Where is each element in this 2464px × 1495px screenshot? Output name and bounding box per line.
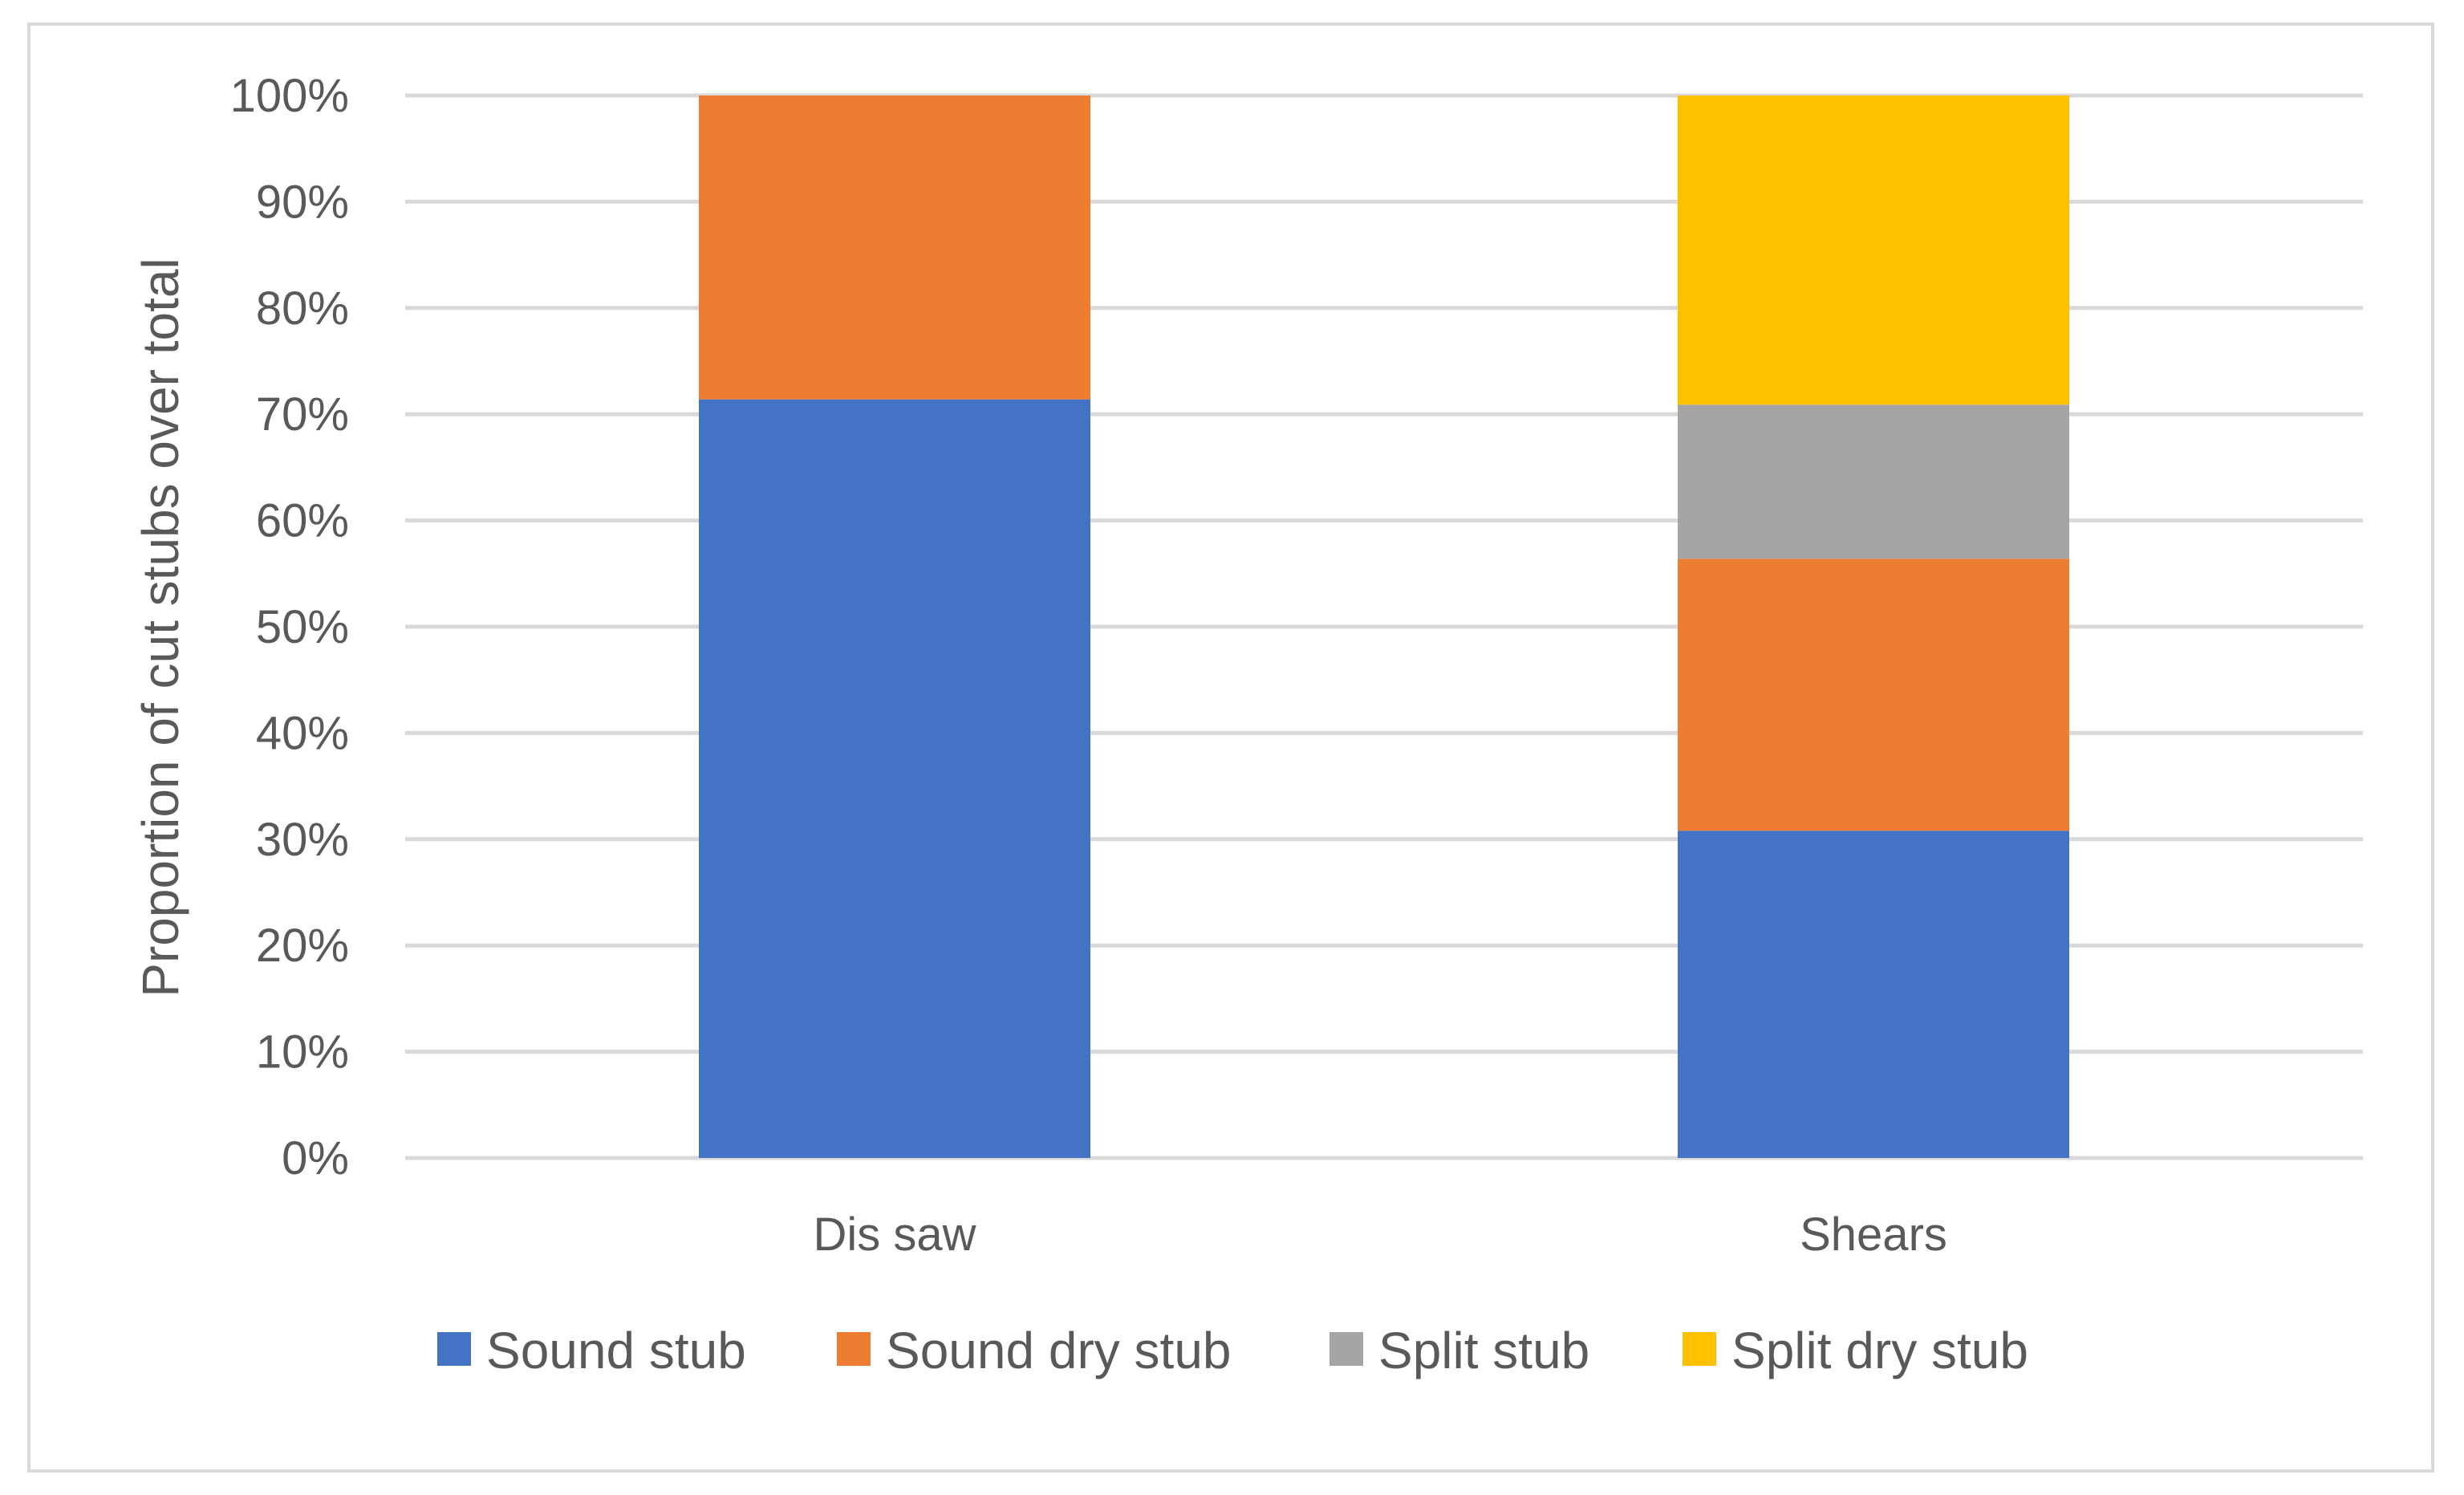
- y-tick-label: 60%: [256, 495, 349, 547]
- y-tick-label: 20%: [256, 920, 349, 972]
- chart-border: [27, 22, 2434, 1473]
- y-tick-label: 80%: [256, 282, 349, 335]
- legend-label-split-stub: Split stub: [1378, 1322, 1589, 1379]
- y-tick-label: 0%: [282, 1132, 349, 1184]
- bar-shears-sound-stub: [1678, 831, 2069, 1158]
- legend-swatch-sound-dry-stub: [837, 1332, 871, 1366]
- legend-label-sound-dry-stub: Sound dry stub: [886, 1322, 1232, 1379]
- legend: Sound stub Sound dry stub Split stub Split …: [437, 1322, 2028, 1379]
- y-tick-label: 30%: [256, 814, 349, 866]
- x-tick-label: Shears: [1800, 1209, 1947, 1261]
- y-tick-label: 90%: [256, 176, 349, 228]
- y-tick-label: 70%: [256, 388, 349, 441]
- legend-swatch-split-stub: [1329, 1332, 1363, 1366]
- legend-label-sound-stub: Sound stub: [486, 1322, 746, 1379]
- bar-dis-saw-sound-dry-stub: [699, 95, 1090, 400]
- y-tick-label: 100%: [230, 70, 349, 122]
- y-tick-label: 10%: [256, 1026, 349, 1079]
- legend-swatch-sound-stub: [437, 1332, 471, 1366]
- y-axis-title: Proportion of cut stubs over total: [132, 258, 189, 997]
- bar-shears-split-stub: [1678, 404, 2069, 559]
- x-axis-tick-labels: Dis saw Shears: [813, 1209, 1946, 1261]
- y-tick-label: 50%: [256, 601, 349, 653]
- legend-swatch-split-dry-stub: [1683, 1332, 1716, 1366]
- bar-shears-split-dry-stub: [1678, 95, 2069, 405]
- legend-label-split-dry-stub: Split dry stub: [1731, 1322, 2028, 1379]
- bar-shears-sound-dry-stub: [1678, 559, 2069, 831]
- y-axis-tick-labels: 0% 10% 20% 30% 40% 50% 60% 70% 80% 90% 100%: [230, 70, 349, 1184]
- bar-dis-saw-sound-stub: [699, 399, 1090, 1158]
- bars: [699, 95, 2069, 1158]
- y-tick-label: 40%: [256, 707, 349, 759]
- x-tick-label: Dis saw: [813, 1209, 976, 1261]
